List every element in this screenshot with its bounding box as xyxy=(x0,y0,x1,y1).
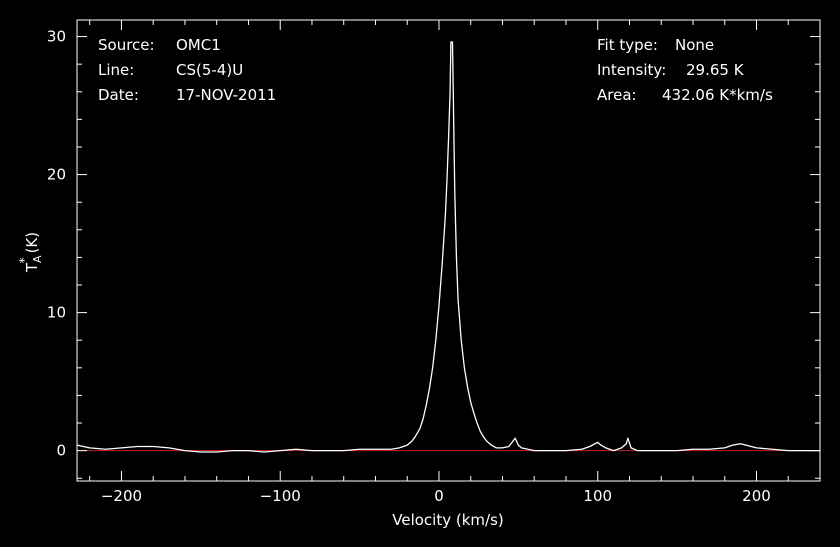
y-tick-label: 10 xyxy=(47,304,66,322)
line-value: CS(5-4)U xyxy=(176,61,243,79)
source-label: Source: xyxy=(98,36,155,54)
y-axis-label: TA* (K) xyxy=(17,232,44,273)
area-label: Area: xyxy=(597,86,637,104)
line-label: Line: xyxy=(98,61,134,79)
area-value: 432.06 K*km/s xyxy=(662,86,773,104)
date-label: Date: xyxy=(98,86,139,104)
y-tick-label: 0 xyxy=(56,442,66,460)
y-tick-label: 20 xyxy=(47,166,66,184)
y-axis-label-sub: A xyxy=(31,255,44,263)
spectrum-line xyxy=(76,41,820,453)
x-tick-label: −200 xyxy=(101,487,142,505)
axis-ticks: −200 −100 0 100 200 0 10 20 30 xyxy=(47,20,821,505)
y-axis-label-sup: * xyxy=(17,257,31,263)
fit-type-label: Fit type: xyxy=(597,36,658,54)
y-axis-label-unit: (K) xyxy=(23,232,41,254)
x-tick-label: −100 xyxy=(260,487,301,505)
fit-type-value: None xyxy=(675,36,714,54)
intensity-label: Intensity: xyxy=(597,61,666,79)
y-axis-label-main: T xyxy=(23,262,41,273)
x-tick-label: 0 xyxy=(434,487,444,505)
plot-area xyxy=(76,41,820,453)
source-value: OMC1 xyxy=(176,36,221,54)
intensity-value: 29.65 K xyxy=(686,61,745,79)
x-tick-label: 200 xyxy=(742,487,771,505)
y-tick-label: 30 xyxy=(47,28,66,46)
plot-frame xyxy=(76,19,821,482)
date-value: 17-NOV-2011 xyxy=(176,86,276,104)
x-tick-label: 100 xyxy=(583,487,612,505)
x-axis-label: Velocity (km/s) xyxy=(392,511,503,529)
